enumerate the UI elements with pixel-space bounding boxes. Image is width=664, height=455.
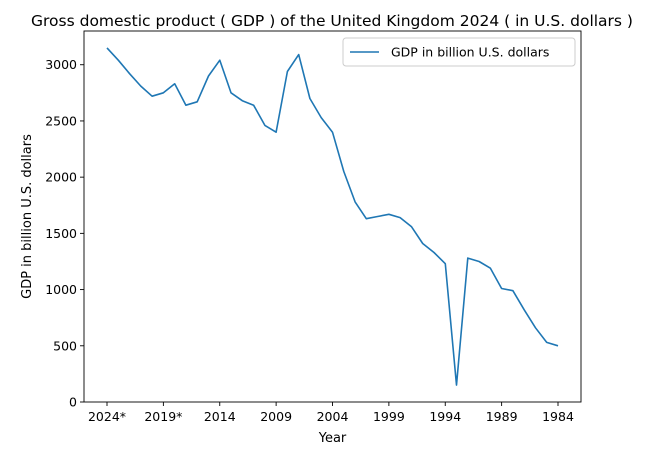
series-line xyxy=(106,47,559,386)
chart-title: Gross domestic product ( GDP ) of the Un… xyxy=(31,12,633,30)
y-tick-label-0: 0 xyxy=(69,395,77,410)
legend-box xyxy=(342,37,576,67)
y-tick-label-1000: 1000 xyxy=(45,282,77,297)
y-tick-label-500: 500 xyxy=(53,338,77,353)
plot-area xyxy=(106,47,559,386)
y-axis-label: GDP in billion U.S. dollars xyxy=(20,134,35,299)
y-tick-label-2500: 2500 xyxy=(45,113,77,128)
legend-label: GDP in billion U.S. dollars xyxy=(391,45,549,60)
x-tick-label-1994: 1994 xyxy=(429,409,461,424)
x-axis-label: Year xyxy=(318,431,347,446)
y-tick-label-3000: 3000 xyxy=(45,57,77,72)
x-tick-label-2019-est: 2019* xyxy=(144,409,182,424)
plot-frame xyxy=(83,30,582,403)
x-axis: 2024* 2019* 2014 2009 2004 1999 1994 1989 1984 xyxy=(88,402,574,424)
x-tick-label-2004: 2004 xyxy=(317,409,349,424)
y-tick-label-2000: 2000 xyxy=(45,170,77,185)
x-tick-label-1999: 1999 xyxy=(373,409,405,424)
x-tick-label-1989: 1989 xyxy=(486,409,518,424)
x-tick-label-2009: 2009 xyxy=(260,409,292,424)
legend: GDP in billion U.S. dollars xyxy=(342,37,576,67)
y-tick-label-1500: 1500 xyxy=(45,226,77,241)
x-tick-label-2014: 2014 xyxy=(204,409,236,424)
y-axis: 0 500 1000 1500 2000 2500 3000 xyxy=(45,57,84,410)
x-tick-label-2024-est: 2024* xyxy=(88,409,126,424)
x-tick-label-1984: 1984 xyxy=(542,409,574,424)
